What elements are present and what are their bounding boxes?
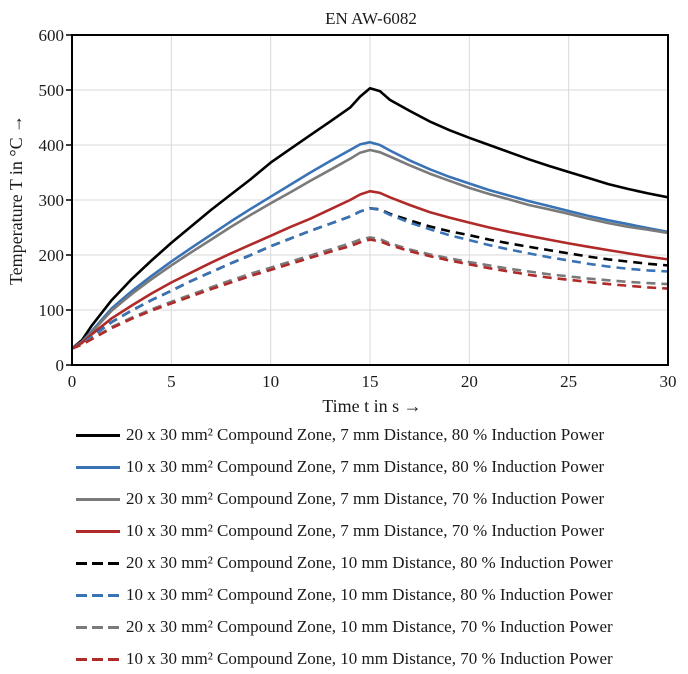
series-group — [71, 87, 669, 350]
legend-label: 10 x 30 mm² Compound Zone, 10 mm Distanc… — [126, 585, 613, 604]
grid-lines — [72, 35, 668, 365]
y-axis-label: Temperature T in °C → — [6, 115, 26, 285]
y-tick-label: 400 — [39, 136, 65, 155]
legend-swatch — [76, 529, 120, 533]
legend-label: 20 x 30 mm² Compound Zone, 10 mm Distanc… — [126, 553, 613, 572]
legend-swatch — [76, 561, 120, 565]
legend-item: 20 x 30 mm² Compound Zone, 7 mm Distance… — [76, 484, 604, 514]
legend-item: 10 x 30 mm² Compound Zone, 7 mm Distance… — [76, 516, 604, 546]
legend-swatch — [76, 625, 120, 629]
legend-label: 20 x 30 mm² Compound Zone, 7 mm Distance… — [126, 425, 605, 444]
y-tick-label: 100 — [39, 301, 65, 320]
x-tick-label: 10 — [262, 372, 279, 391]
x-tick-label: 25 — [560, 372, 577, 391]
legend-item: 20 x 30 mm² Compound Zone, 10 mm Distanc… — [76, 612, 613, 642]
legend-item: 10 x 30 mm² Compound Zone, 10 mm Distanc… — [76, 644, 613, 674]
legend-item: 20 x 30 mm² Compound Zone, 10 mm Distanc… — [76, 548, 613, 578]
legend-swatch — [76, 433, 120, 437]
series-line-1 — [71, 87, 669, 350]
legend-swatch — [76, 593, 120, 597]
x-axis-label: Time t in s → — [322, 396, 421, 416]
series-line-7 — [71, 236, 669, 350]
legend-swatch — [76, 497, 120, 501]
series-line-4 — [71, 189, 669, 350]
legend-swatch — [76, 657, 120, 661]
legend-label: 10 x 30 mm² Compound Zone, 7 mm Distance… — [126, 457, 605, 476]
x-tick-label: 0 — [68, 372, 77, 391]
series-line-2 — [71, 140, 669, 350]
y-tick-label: 0 — [56, 356, 65, 375]
y-tick-label: 500 — [39, 81, 65, 100]
x-tick-label: 5 — [167, 372, 176, 391]
legend-item: 20 x 30 mm² Compound Zone, 7 mm Distance… — [76, 420, 604, 450]
legend-label: 10 x 30 mm² Compound Zone, 10 mm Distanc… — [126, 649, 613, 668]
x-tick-label: 15 — [362, 372, 379, 391]
legend-label: 10 x 30 mm² Compound Zone, 7 mm Distance… — [126, 521, 605, 540]
legend-swatch — [76, 465, 120, 469]
legend-item: 10 x 30 mm² Compound Zone, 10 mm Distanc… — [76, 580, 613, 610]
y-tick-label: 300 — [39, 191, 65, 210]
legend-item: 10 x 30 mm² Compound Zone, 7 mm Distance… — [76, 452, 604, 482]
x-tick-label: 20 — [461, 372, 478, 391]
series-line-3 — [71, 148, 669, 350]
y-tick-label: 600 — [39, 26, 65, 45]
series-line-8 — [71, 238, 669, 350]
chart-title: EN AW-6082 — [325, 9, 417, 28]
legend-label: 20 x 30 mm² Compound Zone, 7 mm Distance… — [126, 489, 605, 508]
series-line-6 — [71, 207, 669, 350]
x-tick-label: 30 — [660, 372, 677, 391]
line-chart: EN AW-6082 0 5 10 15 20 25 3001002003004005006… — [6, 9, 677, 416]
y-tick-label: 200 — [39, 246, 65, 265]
legend-label: 20 x 30 mm² Compound Zone, 10 mm Distanc… — [126, 617, 613, 636]
